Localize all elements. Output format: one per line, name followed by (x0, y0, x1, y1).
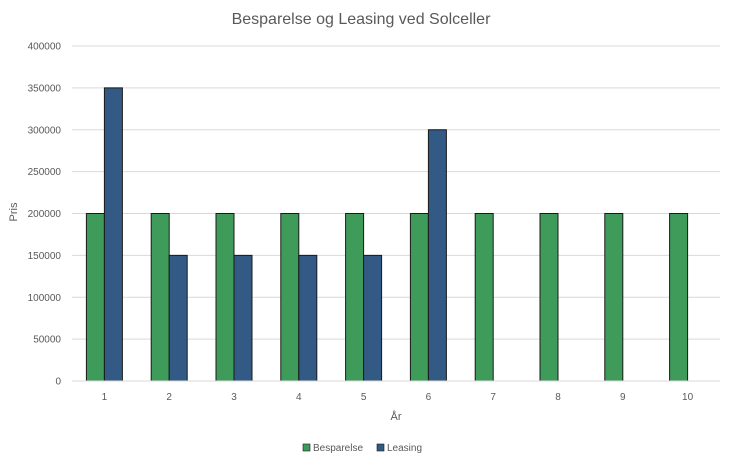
y-tick-label: 400000 (28, 42, 62, 53)
y-tick-label: 100000 (28, 293, 62, 304)
x-tick-label: 2 (166, 392, 172, 403)
legend-label-leasing: Leasing (387, 443, 422, 454)
x-tick-label: 5 (361, 392, 367, 403)
bar-besparelse-7 (474, 213, 494, 382)
x-axis-label: År (391, 410, 402, 423)
bar-besparelse-1 (85, 213, 105, 382)
bar-besparelse-2 (150, 213, 170, 382)
y-tick-label: 250000 (28, 167, 62, 178)
x-tick-label: 7 (490, 392, 496, 403)
bar-leasing-6 (427, 129, 447, 382)
x-tick-label: 8 (555, 392, 561, 403)
y-tick-label: 200000 (28, 209, 62, 220)
bar-besparelse-6 (409, 213, 429, 382)
legend-swatch-besparelse (302, 443, 311, 452)
x-tick-label: 10 (682, 392, 694, 403)
y-tick-label: 300000 (28, 125, 62, 136)
x-tick-label: 4 (296, 392, 302, 403)
bars (85, 87, 689, 382)
y-tick-label: 50000 (33, 335, 61, 346)
chart-title: Besparelse og Leasing ved Solceller (232, 11, 492, 28)
x-tick-label: 1 (102, 392, 108, 403)
bar-leasing-1 (103, 87, 123, 382)
y-tick-label: 0 (55, 377, 61, 388)
x-tick-label: 9 (620, 392, 626, 403)
bar-besparelse-4 (280, 213, 300, 382)
bar-besparelse-5 (345, 213, 365, 382)
bar-leasing-2 (168, 254, 188, 382)
x-tick-label: 6 (426, 392, 432, 403)
y-axis-label: Pris (8, 202, 20, 221)
bar-besparelse-9 (604, 213, 624, 382)
bar-besparelse-10 (669, 213, 689, 382)
y-tick-label: 150000 (28, 251, 62, 262)
y-axis-ticks: 0 50000 100000 150000 200000 250000 300000 3500… (28, 42, 62, 388)
bar-besparelse-8 (539, 213, 559, 382)
bar-leasing-4 (298, 254, 318, 382)
x-axis-ticks: 1 2 3 4 5 6 7 8 9 10 (102, 392, 694, 403)
y-tick-label: 350000 (28, 83, 62, 94)
bar-leasing-3 (233, 254, 253, 382)
legend-label-besparelse: Besparelse (313, 443, 363, 454)
x-tick-label: 3 (231, 392, 237, 403)
legend: Besparelse Leasing (302, 443, 422, 454)
bar-leasing-5 (363, 254, 383, 382)
legend-swatch-leasing (376, 443, 385, 452)
bar-besparelse-3 (215, 213, 235, 382)
